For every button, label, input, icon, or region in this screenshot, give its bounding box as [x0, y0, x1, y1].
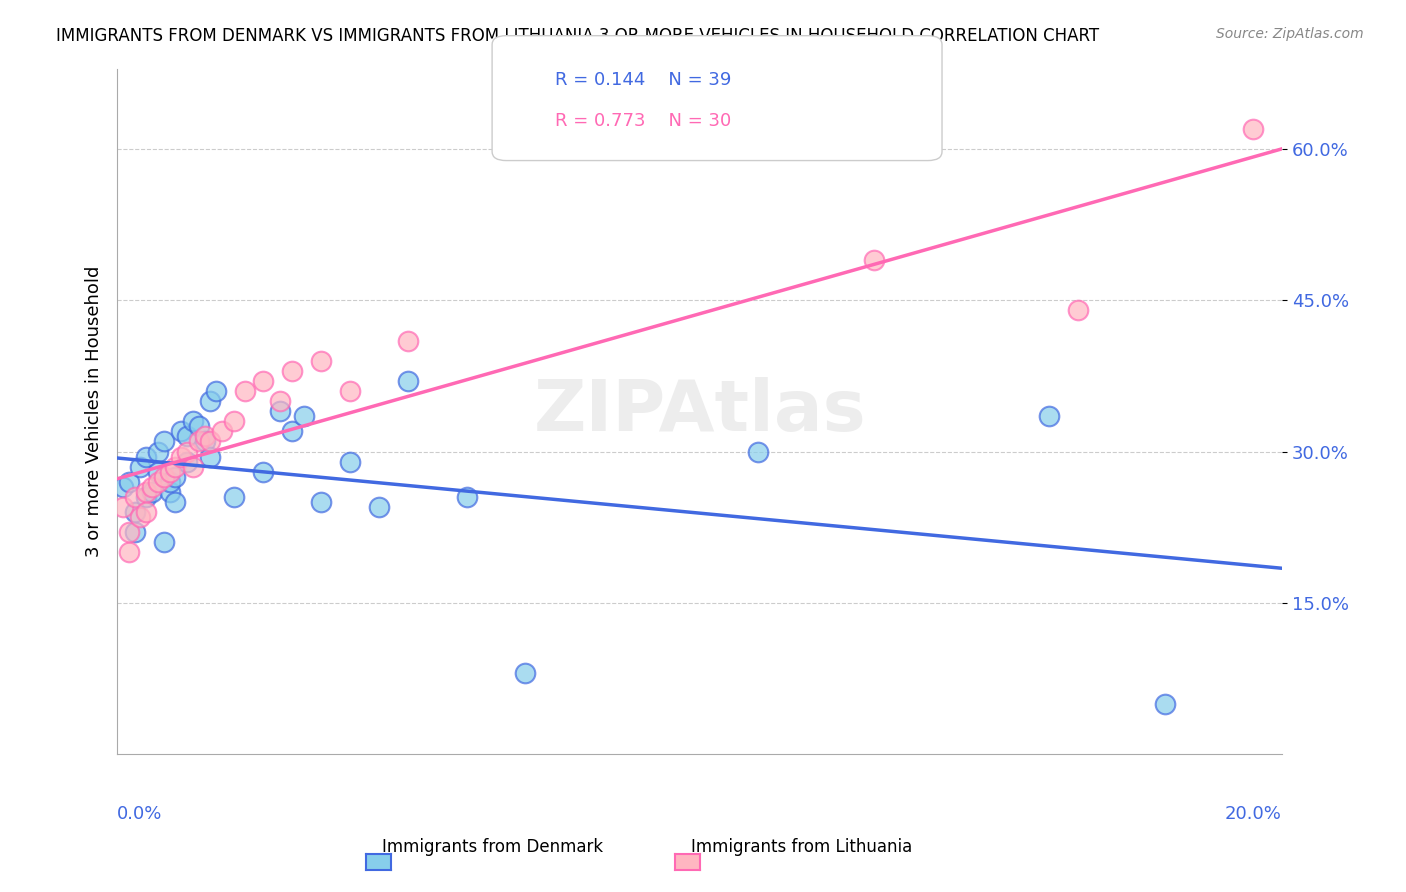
Point — [193, 429, 215, 443]
Point — [309, 495, 332, 509]
Point — [181, 459, 204, 474]
Point — [129, 459, 152, 474]
Point — [205, 384, 228, 398]
Point — [252, 465, 274, 479]
Point — [187, 434, 209, 449]
Point — [118, 475, 141, 489]
Point — [193, 434, 215, 449]
Point — [159, 484, 181, 499]
Point — [152, 535, 174, 549]
Point — [111, 480, 134, 494]
Point — [152, 434, 174, 449]
Point — [1154, 697, 1177, 711]
Point — [176, 429, 198, 443]
Point — [339, 384, 361, 398]
Point — [170, 425, 193, 439]
Point — [747, 444, 769, 458]
Point — [124, 490, 146, 504]
Point — [281, 364, 304, 378]
Point — [269, 404, 291, 418]
Point — [118, 545, 141, 559]
Point — [252, 374, 274, 388]
Point — [456, 490, 478, 504]
Point — [124, 505, 146, 519]
Point — [141, 484, 163, 499]
Point — [135, 450, 157, 464]
Point — [170, 450, 193, 464]
Point — [159, 465, 181, 479]
Point — [129, 510, 152, 524]
Text: R = 0.144    N = 39: R = 0.144 N = 39 — [555, 71, 731, 89]
Text: ZIPAtlas: ZIPAtlas — [533, 376, 866, 446]
Text: 0.0%: 0.0% — [117, 805, 163, 823]
Point — [176, 444, 198, 458]
Point — [222, 414, 245, 428]
Text: IMMIGRANTS FROM DENMARK VS IMMIGRANTS FROM LITHUANIA 3 OR MORE VEHICLES IN HOUSE: IMMIGRANTS FROM DENMARK VS IMMIGRANTS FR… — [56, 27, 1099, 45]
Point — [1038, 409, 1060, 424]
Text: Immigrants from Denmark: Immigrants from Denmark — [381, 838, 603, 856]
Point — [1241, 122, 1264, 136]
Point — [135, 505, 157, 519]
Point — [159, 475, 181, 489]
Text: R = 0.773    N = 30: R = 0.773 N = 30 — [555, 112, 731, 129]
Point — [111, 500, 134, 514]
Point — [135, 490, 157, 504]
Point — [181, 414, 204, 428]
Point — [222, 490, 245, 504]
Point — [124, 525, 146, 540]
Point — [146, 475, 169, 489]
Point — [292, 409, 315, 424]
Point — [309, 354, 332, 368]
Point — [165, 469, 187, 483]
Point — [200, 394, 222, 409]
Point — [281, 425, 304, 439]
Point — [233, 384, 256, 398]
Point — [1067, 303, 1090, 318]
Point — [176, 455, 198, 469]
Point — [200, 434, 222, 449]
Point — [165, 459, 187, 474]
Point — [396, 334, 419, 348]
Text: Source: ZipAtlas.com: Source: ZipAtlas.com — [1216, 27, 1364, 41]
Point — [863, 253, 886, 268]
Text: 20.0%: 20.0% — [1225, 805, 1282, 823]
Point — [146, 465, 169, 479]
Y-axis label: 3 or more Vehicles in Household: 3 or more Vehicles in Household — [86, 266, 103, 557]
Point — [200, 450, 222, 464]
Point — [513, 666, 536, 681]
Point — [211, 425, 233, 439]
Point — [165, 495, 187, 509]
Point — [141, 480, 163, 494]
Point — [152, 469, 174, 483]
Point — [396, 374, 419, 388]
Point — [118, 525, 141, 540]
Point — [135, 484, 157, 499]
Point — [339, 455, 361, 469]
Point — [269, 394, 291, 409]
Point — [368, 500, 391, 514]
Point — [146, 444, 169, 458]
Text: Immigrants from Lithuania: Immigrants from Lithuania — [690, 838, 912, 856]
Point — [187, 419, 209, 434]
